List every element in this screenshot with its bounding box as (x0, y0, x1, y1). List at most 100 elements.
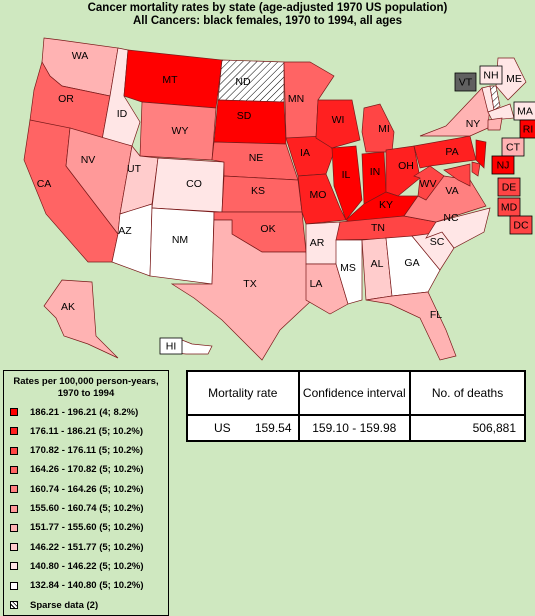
state-nm[interactable] (149, 207, 215, 285)
label-nd: ND (235, 76, 251, 88)
label-nv: NV (81, 154, 96, 166)
state-ak[interactable] (43, 279, 119, 359)
box-md[interactable] (497, 197, 521, 217)
label-nj: NJ (497, 159, 510, 171)
label-ri: RI (523, 123, 534, 135)
label-va: VA (445, 185, 458, 197)
us-region-label: US (214, 421, 231, 435)
state-fl[interactable] (365, 291, 457, 361)
state-nd[interactable] (217, 59, 285, 103)
state-nh-area (489, 85, 501, 111)
box-vt[interactable] (454, 72, 477, 92)
state-sd[interactable] (213, 99, 287, 145)
label-ut: UT (127, 163, 142, 175)
legend-sparse-label: Sparse data (2) (30, 599, 99, 611)
state-oh[interactable] (385, 145, 421, 197)
label-mn: MN (288, 93, 304, 105)
label-az: AZ (118, 225, 132, 237)
label-hi: HI (166, 340, 177, 352)
legend-swatch (10, 543, 18, 552)
state-wi[interactable] (315, 99, 361, 149)
label-mi: MI (378, 123, 390, 135)
box-dc[interactable] (509, 215, 533, 235)
state-tx[interactable] (170, 219, 313, 361)
table-header-row: Mortality rate Confidence interval No. o… (187, 371, 525, 415)
state-il[interactable] (331, 145, 363, 221)
label-il: IL (342, 169, 351, 181)
table-row: US 159.54 159.10 - 159.98 506,881 (187, 415, 525, 441)
map-title: Cancer mortality rates by state (age-adj… (0, 2, 535, 28)
legend-item: 140.80 - 146.22 (5; 10.2%) (10, 559, 144, 573)
legend-item: 170.82 - 176.11 (5; 10.2%) (10, 444, 143, 458)
label-ms: MS (340, 262, 356, 274)
legend-item-label: 146.22 - 151.77 (5; 10.2%) (30, 541, 144, 553)
label-ks: KS (251, 185, 265, 197)
state-pa[interactable] (413, 135, 477, 169)
box-ri[interactable] (519, 119, 535, 139)
label-wy: WY (172, 125, 189, 137)
summary-table: Mortality rate Confidence interval No. o… (186, 370, 526, 442)
label-ky: KY (379, 199, 393, 211)
label-ga: GA (404, 257, 419, 269)
label-nc: NC (443, 212, 459, 224)
label-nm: NM (172, 234, 188, 246)
legend-item-sparse: Sparse data (2) (10, 598, 98, 612)
box-nj[interactable] (491, 155, 515, 175)
label-ak: AK (61, 301, 75, 313)
label-tx: TX (243, 278, 256, 290)
box-nh[interactable] (479, 65, 503, 85)
label-or: OR (58, 93, 74, 105)
state-ct-area (487, 117, 503, 131)
state-ga[interactable] (385, 235, 441, 297)
legend-swatch-hatched (10, 601, 18, 609)
label-nh: NH (483, 69, 498, 81)
header-confidence-interval: Confidence interval (298, 371, 411, 415)
header-mortality-rate: Mortality rate (187, 371, 299, 415)
label-me: ME (506, 73, 522, 85)
legend-item: 164.26 - 170.82 (5; 10.2%) (10, 463, 144, 477)
label-ar: AR (310, 237, 325, 249)
legend-item-label: 164.26 - 170.82 (5; 10.2%) (30, 464, 144, 476)
label-fl: FL (430, 309, 442, 321)
header-deaths: No. of deaths (410, 371, 525, 415)
legend-item-label: 151.77 - 155.60 (5; 10.2%) (30, 522, 144, 534)
state-ms[interactable] (335, 239, 363, 305)
legend-swatch (10, 465, 18, 474)
legend-swatch (10, 504, 18, 513)
legend-item-label: 132.84 - 140.80 (5; 10.2%) (30, 580, 144, 592)
legend-item-label: 140.80 - 146.22 (5; 10.2%) (30, 560, 144, 572)
label-vt: VT (459, 76, 473, 88)
state-md-area (443, 163, 471, 187)
title-line-2: All Cancers: black females, 1970 to 1994… (132, 15, 403, 27)
label-wi: WI (332, 114, 345, 126)
us-deaths-value: 506,881 (410, 415, 525, 441)
label-al: AL (371, 258, 384, 270)
legend: Rates per 100,000 person-years, 1970 to … (3, 370, 169, 616)
legend-swatch (10, 485, 18, 494)
state-la[interactable] (305, 263, 349, 315)
legend-item-label: 160.74 - 164.26 (5; 10.2%) (30, 483, 144, 495)
label-pa: PA (445, 146, 458, 158)
label-tn: TN (371, 222, 385, 234)
legend-title: Rates per 100,000 person-years, 1970 to … (13, 376, 159, 399)
label-la: LA (310, 278, 323, 290)
box-hi[interactable] (159, 337, 183, 355)
state-de-area (471, 161, 481, 177)
state-nj-area (475, 139, 487, 169)
label-ok: OK (260, 223, 275, 235)
box-de[interactable] (497, 177, 521, 197)
label-ia: IA (300, 147, 310, 159)
label-sd: SD (237, 110, 252, 122)
state-az[interactable] (111, 203, 153, 277)
legend-swatch (10, 446, 18, 455)
legend-item: 186.21 - 196.21 (4; 8.2%) (10, 405, 138, 419)
legend-item-label: 176.11 - 186.21 (5; 10.2%) (30, 425, 144, 437)
label-mo: MO (310, 189, 327, 201)
legend-item-label: 155.60 - 160.74 (5; 10.2%) (30, 503, 144, 514)
label-sc: SC (430, 236, 445, 248)
legend-item: 160.74 - 164.26 (5; 10.2%) (10, 482, 144, 496)
label-co: CO (186, 178, 202, 190)
legend-swatch (10, 427, 18, 436)
label-mt: MT (162, 74, 178, 86)
label-in: IN (370, 166, 381, 178)
